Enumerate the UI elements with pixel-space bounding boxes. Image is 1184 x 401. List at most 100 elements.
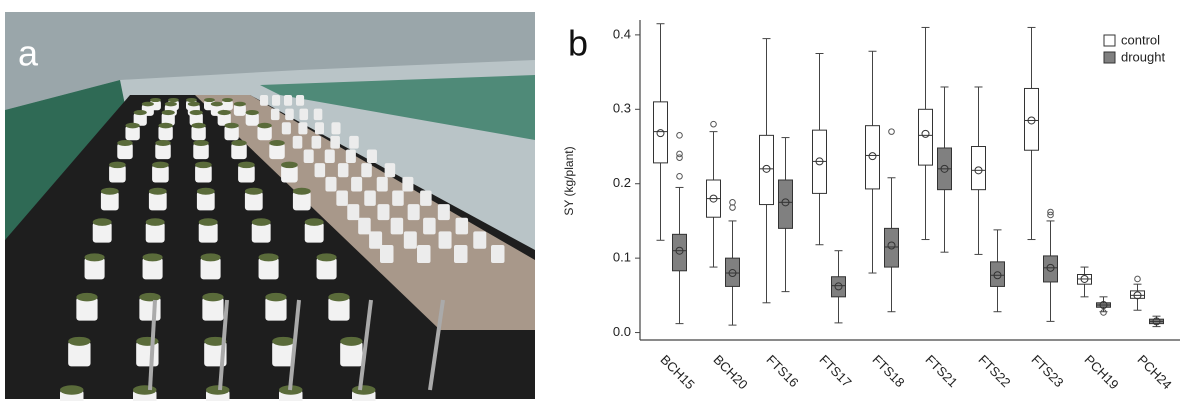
pot — [125, 125, 140, 141]
panel-label: b — [568, 23, 588, 64]
pot — [377, 204, 390, 221]
pot — [251, 222, 271, 243]
plant — [187, 101, 200, 107]
pot — [269, 142, 285, 160]
mean — [728, 269, 737, 278]
pot — [244, 191, 263, 211]
pot — [270, 108, 280, 121]
pot — [292, 191, 311, 211]
pot — [145, 222, 165, 243]
stake — [218, 299, 229, 391]
plant — [168, 97, 179, 103]
pot — [158, 125, 173, 141]
panel-label: a — [18, 33, 39, 74]
plant — [145, 218, 165, 226]
pot — [198, 222, 218, 243]
y-tick-label: 0.3 — [613, 101, 631, 116]
pot — [438, 231, 452, 249]
mean — [709, 194, 718, 203]
plant — [141, 101, 154, 107]
pot — [316, 257, 337, 280]
box — [725, 257, 740, 287]
plant — [189, 110, 203, 116]
plant — [195, 161, 212, 169]
greenhouse-photo: a — [5, 12, 535, 401]
pot — [189, 112, 203, 126]
pot — [330, 135, 340, 149]
plant — [100, 187, 119, 195]
plant — [84, 253, 105, 262]
plant — [196, 187, 215, 195]
plant — [204, 97, 215, 103]
plant — [244, 187, 263, 195]
pot — [473, 231, 487, 249]
pot — [314, 163, 326, 178]
pot — [245, 112, 259, 126]
mean — [675, 246, 684, 255]
pot — [285, 108, 294, 121]
pot — [337, 163, 349, 178]
pot — [117, 142, 133, 160]
plant — [292, 187, 311, 195]
mean — [974, 166, 983, 175]
mean — [781, 198, 790, 207]
pot — [313, 108, 323, 121]
pot — [222, 100, 233, 111]
pot — [298, 122, 308, 135]
pot — [233, 104, 246, 116]
mean — [1099, 301, 1108, 310]
pot — [336, 190, 348, 206]
plant — [139, 292, 161, 302]
stake — [428, 299, 445, 391]
pot — [325, 176, 337, 192]
pot — [364, 190, 376, 206]
plant — [210, 101, 223, 107]
x-tick-label: FTS18 — [869, 352, 907, 390]
pot — [191, 125, 206, 141]
plant — [109, 161, 126, 169]
mean — [868, 152, 877, 161]
y-axis-label: SY (kg/plant) — [562, 146, 576, 215]
plant — [193, 139, 209, 147]
pot — [376, 176, 388, 192]
box — [831, 276, 846, 298]
y-tick-label: 0.2 — [613, 175, 631, 190]
pot — [420, 190, 432, 206]
pot — [390, 217, 404, 235]
pot — [260, 95, 269, 106]
plant — [328, 292, 350, 302]
pot — [193, 142, 209, 160]
pot — [299, 108, 309, 121]
pot — [407, 204, 420, 221]
pot — [257, 125, 272, 141]
outlier — [676, 172, 683, 180]
pot — [437, 204, 450, 221]
x-tick-label: FTS23 — [1028, 352, 1066, 390]
pot — [68, 341, 91, 367]
outlier — [888, 128, 895, 135]
y-tick-label: 0.0 — [613, 324, 631, 339]
pot — [491, 245, 505, 263]
mean — [993, 271, 1002, 280]
pot — [314, 122, 324, 135]
pot — [366, 149, 377, 163]
mean — [1027, 116, 1036, 125]
pot — [217, 112, 231, 126]
plant — [76, 292, 98, 302]
plant — [152, 161, 169, 169]
mean — [887, 241, 896, 250]
x-tick-label: BCH15 — [657, 352, 697, 392]
box — [759, 134, 774, 206]
pot — [281, 164, 298, 183]
plant — [269, 139, 285, 147]
x-tick-label: PCH24 — [1134, 352, 1174, 392]
plant — [257, 122, 272, 129]
mean — [834, 282, 843, 291]
outlier — [676, 150, 683, 158]
outlier — [676, 132, 683, 139]
legend-swatch — [1103, 51, 1116, 64]
plant — [238, 161, 255, 169]
left-wall — [5, 80, 130, 240]
mean — [656, 129, 665, 138]
